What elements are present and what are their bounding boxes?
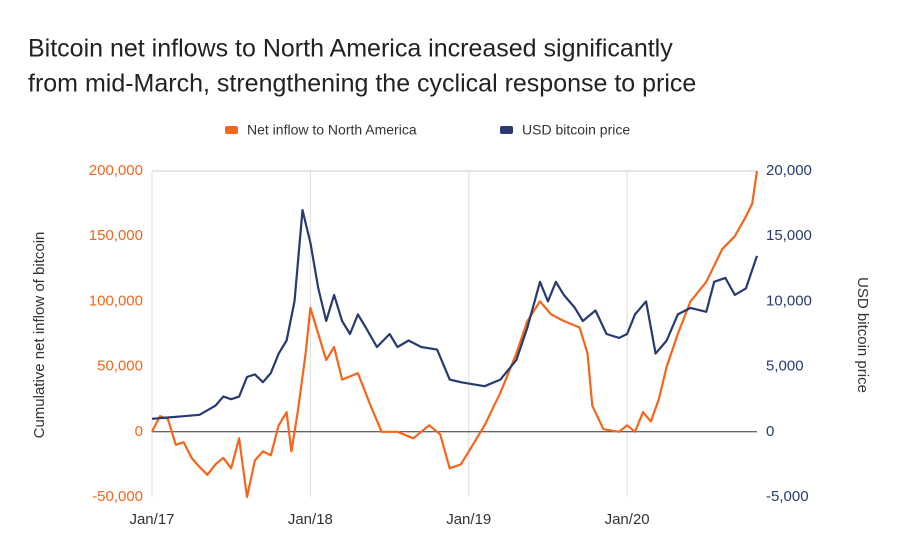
y2-tick-label: 0 — [766, 423, 774, 440]
y2-tick-label: 5,000 — [766, 358, 804, 375]
data-line — [151, 209, 759, 420]
y2-axis-label: USD bitcoin price — [854, 277, 871, 393]
legend-label: Net inflow to North America — [247, 122, 417, 138]
y-tick-label: 100,000 — [89, 292, 143, 309]
legend-label: USD bitcoin price — [522, 122, 630, 138]
y2-tick-label: -5,000 — [766, 488, 809, 505]
y-tick-label: 200,000 — [89, 162, 143, 179]
chart-title: Bitcoin net inflows to North America inc… — [28, 35, 673, 63]
legend-swatch — [225, 126, 238, 134]
y-tick-label: 0 — [135, 423, 143, 440]
x-tick-label: Jan/18 — [288, 511, 333, 528]
y-axis-label: Cumulative net inflow of bitcoin — [31, 232, 48, 439]
y2-tick-label: 10,000 — [766, 292, 812, 309]
data-line — [151, 170, 759, 499]
legend-swatch — [500, 126, 513, 134]
x-tick-label: Jan/17 — [129, 511, 174, 528]
y-tick-label: -50,000 — [92, 488, 143, 505]
y-tick-label: 150,000 — [89, 227, 143, 244]
x-tick-label: Jan/20 — [605, 511, 650, 528]
x-tick-label: Jan/19 — [446, 511, 491, 528]
y2-tick-label: 20,000 — [766, 162, 812, 179]
y-tick-label: 50,000 — [97, 358, 143, 375]
chart-title: from mid-March, strengthening the cyclic… — [28, 70, 696, 98]
y2-tick-label: 15,000 — [766, 227, 812, 244]
